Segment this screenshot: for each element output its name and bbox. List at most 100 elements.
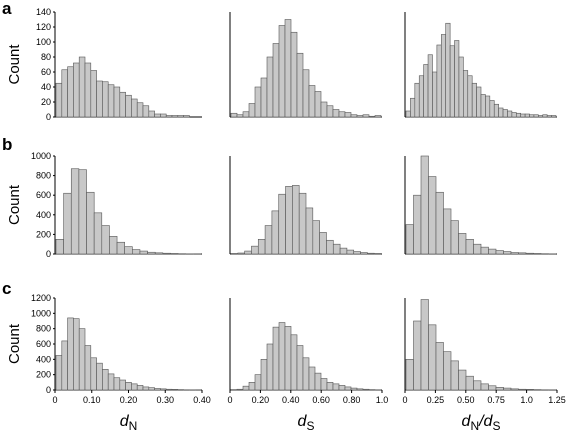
row-b: b Count 0 200 400 600 800 1000	[2, 135, 557, 259]
histogram-bar	[320, 101, 328, 118]
x-tick-label: 0.30	[156, 395, 174, 405]
histogram-bar	[332, 243, 341, 255]
x-axis-title-part: d	[462, 413, 472, 430]
x-tick-label: 0.40	[282, 395, 300, 405]
histogram-bar	[458, 56, 464, 118]
histogram-bar	[63, 192, 72, 255]
histogram-bar	[73, 62, 80, 118]
histogram-bar	[440, 34, 447, 118]
histogram-bar	[113, 377, 121, 391]
histogram-bar	[254, 374, 262, 391]
histogram-bar	[119, 91, 126, 118]
histogram-bar	[67, 66, 74, 118]
row-c: c Count 0 200 400 600 800 1000 1200	[2, 279, 557, 395]
histogram-bar	[432, 71, 438, 118]
histogram-bar	[410, 97, 416, 118]
histogram-bar	[465, 239, 474, 255]
histogram-bar	[142, 105, 150, 118]
histogram-bar	[78, 56, 86, 118]
histogram-bar	[367, 252, 375, 255]
histogram-bar	[405, 224, 414, 255]
histogram-bar	[502, 109, 508, 118]
y-tick-label: 80	[41, 52, 51, 62]
histogram-bar	[131, 98, 138, 118]
y-tick-label: 120	[36, 22, 51, 32]
y-tick-label: 0	[46, 112, 51, 122]
histogram-bar	[498, 107, 504, 118]
histogram-bar	[136, 385, 144, 391]
histogram-bar	[260, 77, 268, 118]
histogram-bar	[154, 113, 161, 118]
histogram-bar	[147, 251, 156, 255]
histogram-bar	[546, 115, 552, 118]
histogram-bar	[353, 251, 361, 255]
x-axis-title-part: /d	[478, 413, 493, 430]
histogram-bar	[237, 252, 245, 255]
y-tick-label: 1000	[31, 308, 51, 318]
histogram-bar	[302, 69, 310, 118]
x-tick-label: 1.25	[548, 395, 566, 405]
histogram-bar	[284, 19, 292, 118]
histogram-bar	[420, 155, 429, 255]
histogram-bar	[107, 84, 115, 118]
histogram-bar	[131, 383, 138, 391]
histogram-bar	[257, 239, 266, 255]
histogram-bar	[266, 343, 274, 391]
y-axis-title: Count	[6, 184, 23, 225]
y-tick-label: 1200	[31, 293, 51, 303]
histogram-bar	[272, 43, 280, 118]
histogram-bar	[510, 252, 519, 255]
histogram-bar	[525, 389, 534, 391]
histogram-bar	[266, 56, 274, 118]
histogram-bar	[102, 368, 109, 391]
histogram-bar	[160, 113, 167, 118]
histogram-bar	[264, 225, 273, 255]
histogram-bar	[102, 81, 109, 118]
y-tick-label: 800	[36, 171, 51, 181]
histogram-bar	[445, 22, 451, 118]
histogram-bar	[125, 94, 132, 118]
histogram-bar	[244, 250, 252, 255]
histogram-bar	[488, 385, 497, 391]
histogram-bar	[326, 239, 334, 255]
histogram-bar	[148, 387, 155, 391]
histogram-bar	[350, 387, 358, 391]
histogram-bar	[525, 252, 534, 255]
histogram-bar	[326, 105, 334, 118]
histogram-bar	[55, 239, 64, 255]
y-tick-label: 600	[36, 339, 51, 349]
histogram-bar	[503, 387, 512, 391]
histogram-bar	[443, 351, 452, 391]
x-tick-label: 0.40	[193, 395, 211, 405]
histogram-bar	[320, 378, 328, 391]
y-tick-label: 40	[41, 82, 51, 92]
histogram-bar	[67, 317, 74, 391]
histogram-bar	[467, 75, 473, 118]
histogram-bar	[510, 388, 519, 391]
x-axis-title: dS	[298, 413, 315, 432]
histogram-bar	[292, 185, 300, 255]
histogram-bar	[493, 103, 499, 118]
histogram-bar	[260, 359, 268, 391]
x-tick-label: 0.60	[312, 395, 330, 405]
histogram-bar	[450, 360, 459, 391]
histogram-bar	[96, 362, 103, 391]
histogram-bar	[305, 207, 314, 255]
histogram-bar	[236, 388, 244, 391]
histogram-bar	[326, 382, 334, 391]
histogram-bar	[312, 220, 320, 255]
panel-a-1	[54, 12, 202, 118]
histogram-bar	[109, 236, 118, 255]
histogram-bar	[290, 31, 298, 118]
histogram-bar	[458, 233, 467, 255]
histogram-bar	[420, 299, 429, 391]
x-axis-title-part: d	[120, 413, 130, 430]
histogram-bar	[449, 45, 455, 118]
histogram-bar	[346, 249, 355, 255]
histogram-bar	[518, 388, 527, 391]
histogram-bar	[476, 86, 482, 118]
x-axis-title-subscript: S	[492, 419, 500, 432]
panel-label-b: b	[2, 135, 12, 154]
histogram-bar	[84, 62, 92, 118]
histogram-bar	[61, 340, 68, 391]
